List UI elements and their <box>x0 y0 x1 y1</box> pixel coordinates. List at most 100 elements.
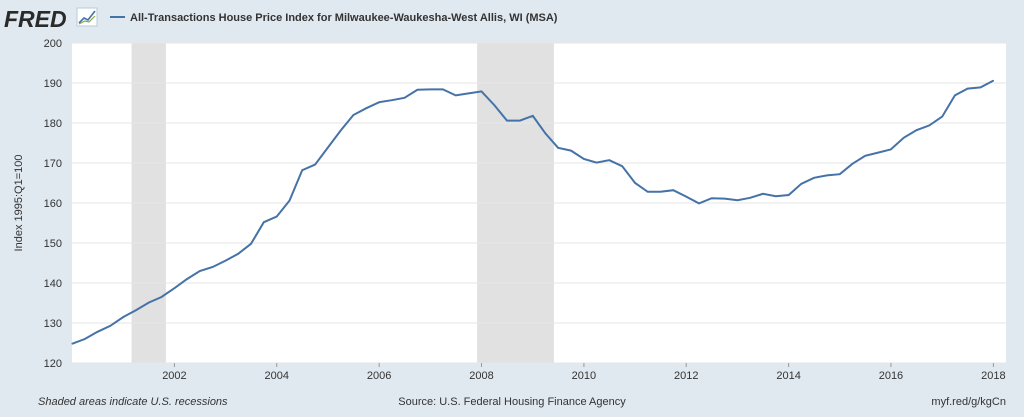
x-tick-label: 2002 <box>162 370 186 382</box>
y-tick-label: 150 <box>44 238 62 250</box>
data-point <box>493 104 495 106</box>
data-point <box>941 116 943 118</box>
data-point <box>403 97 406 99</box>
data-point <box>455 94 457 96</box>
data-point <box>186 278 188 280</box>
data-point <box>954 94 956 96</box>
data-point <box>992 80 994 82</box>
data-point <box>800 183 802 185</box>
data-point <box>877 152 879 154</box>
data-point <box>327 146 329 148</box>
data-point <box>365 107 367 109</box>
data-point <box>762 193 764 195</box>
data-point <box>672 189 674 191</box>
data-point <box>135 309 137 311</box>
data-point <box>237 253 239 255</box>
data-point <box>416 89 419 91</box>
y-tick-label: 140 <box>44 278 62 290</box>
y-tick-label: 160 <box>44 198 62 210</box>
x-tick-label: 2010 <box>572 370 596 382</box>
data-point <box>160 296 163 298</box>
data-point <box>890 148 892 150</box>
data-point <box>698 202 700 204</box>
data-point <box>736 199 739 201</box>
data-point <box>724 198 726 200</box>
y-tick-label: 120 <box>44 358 62 370</box>
data-point <box>659 191 662 193</box>
data-point <box>967 88 969 90</box>
data-point <box>634 182 636 184</box>
data-point <box>288 200 291 202</box>
data-point <box>429 88 431 90</box>
data-point <box>391 99 393 101</box>
y-tick-label: 130 <box>44 318 62 330</box>
data-point <box>864 155 866 157</box>
fred-logo-icon <box>76 7 98 27</box>
data-point <box>506 120 508 122</box>
y-tick-label: 180 <box>44 118 62 130</box>
x-tick-label: 2018 <box>981 370 1005 382</box>
data-point <box>775 195 777 197</box>
fred-logo[interactable]: FRED <box>4 6 67 32</box>
data-point <box>595 162 598 164</box>
y-tick-label: 200 <box>44 38 62 50</box>
data-point <box>442 88 444 90</box>
recession-note: Shaded areas indicate U.S. recessions <box>38 396 228 408</box>
data-point <box>109 325 111 327</box>
y-tick-label: 170 <box>44 158 62 170</box>
data-point <box>467 92 470 94</box>
data-point <box>173 287 176 289</box>
data-point <box>314 164 316 166</box>
data-point <box>519 120 521 122</box>
data-point <box>570 150 572 152</box>
data-point <box>84 338 86 340</box>
data-point <box>199 270 201 272</box>
data-point <box>224 260 227 262</box>
data-point <box>621 165 623 167</box>
data-point <box>915 129 918 131</box>
data-point <box>813 177 815 179</box>
data-point <box>979 86 982 88</box>
x-axis-ticks: 2002 2004 2006 2008 2010 2012 2014 2016 2018 <box>162 363 1006 382</box>
data-point <box>711 197 713 199</box>
data-point <box>378 101 380 103</box>
y-axis-label: Index 1995:Q1=100 <box>13 155 25 252</box>
data-point <box>583 158 585 160</box>
data-point <box>276 216 278 218</box>
data-point <box>480 90 483 92</box>
data-point <box>212 266 214 268</box>
data-point <box>851 163 854 165</box>
data-point <box>903 137 905 139</box>
data-point <box>608 159 610 161</box>
data-point <box>647 191 649 193</box>
x-tick-label: 2014 <box>776 370 800 382</box>
data-point <box>122 316 124 318</box>
data-point <box>71 343 73 345</box>
data-point <box>340 130 342 132</box>
data-point <box>544 132 546 134</box>
x-tick-label: 2008 <box>469 370 493 382</box>
short-link[interactable]: myf.red/g/kgCn <box>931 396 1006 408</box>
data-point <box>148 302 150 304</box>
x-tick-label: 2012 <box>674 370 698 382</box>
series-points <box>71 80 994 345</box>
data-point <box>352 114 354 116</box>
data-point <box>749 197 751 199</box>
grid-lines <box>72 42 1006 364</box>
x-tick-label: 2006 <box>367 370 391 382</box>
legend-label: All-Transactions House Price Index for M… <box>130 12 558 24</box>
x-tick-label: 2004 <box>264 370 288 382</box>
data-point <box>685 196 687 198</box>
data-point <box>250 243 252 245</box>
data-point <box>532 115 534 117</box>
y-axis-ticks: 120 130 140 150 160 170 180 190 200 <box>44 38 62 370</box>
data-point <box>263 221 265 223</box>
source-text: Source: U.S. Federal Housing Finance Age… <box>398 396 626 408</box>
y-tick-label: 190 <box>44 78 62 90</box>
data-point <box>928 124 930 126</box>
data-point <box>839 173 841 175</box>
data-point <box>788 194 790 196</box>
data-point <box>96 331 99 333</box>
